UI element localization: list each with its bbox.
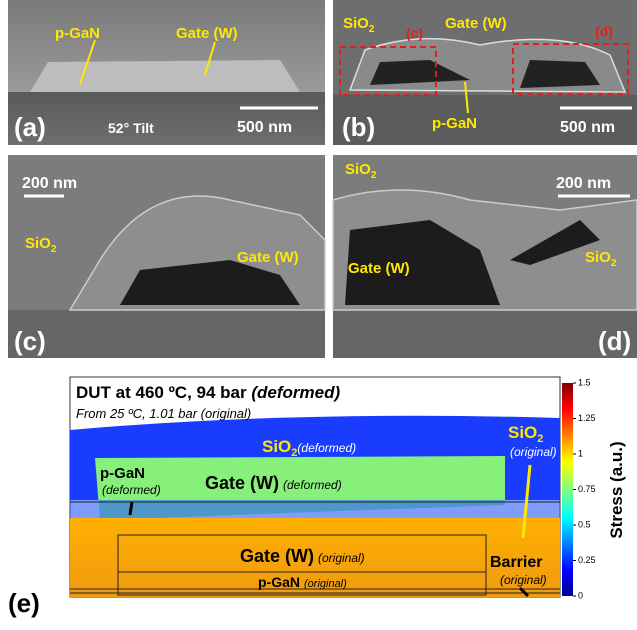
sem-bg [8,310,325,358]
pointer [130,502,132,515]
text: (deformed) [297,441,356,455]
annotation: (d) [595,23,613,39]
text: p-GaN [258,574,300,590]
tick-label: 0.25 [578,555,596,565]
tick-label: 0.75 [578,484,596,494]
panel-c: 200 nm SiO2 Gate (W) (c) [8,155,325,358]
subscript: 2 [611,258,617,269]
gate-shape [30,60,300,92]
scale-label: 500 nm [560,119,615,136]
annotation: Gate (W) [237,249,299,266]
colorbar-title: Stress (a.u.) [607,441,626,538]
panel-label: (b) [342,112,375,142]
subscript: 2 [369,24,375,35]
panel-a: p-GaN Gate (W) 52° Tilt (a) 500 nm [8,0,325,145]
scale-label: 500 nm [237,119,292,136]
subscript: 2 [537,433,543,445]
text: DUT at 460 ºC, 94 bar [76,383,247,402]
annotation: p-GaN [432,115,477,132]
colorbar [562,383,573,596]
panel-label: (d) [598,326,631,356]
subtitle: From 25 ºC, 1.01 bar (original) [76,406,251,421]
text: (deformed) [283,478,342,492]
tick-label: 1.25 [578,413,596,423]
text: (deformed) [251,383,340,402]
panel-label: (e) [8,588,40,618]
annotation: Gate (W) [348,260,410,277]
subscript: 2 [51,244,57,255]
panel-label: (c) [14,326,46,356]
tick-label: 1.5 [578,377,591,387]
text: SiO [585,249,611,266]
annotation: 52° Tilt [108,120,154,136]
annotation: (c) [406,25,423,41]
sem-bg [333,310,637,358]
layer [70,500,560,520]
tick-label: 0.5 [578,519,591,529]
label: (deformed) [102,483,161,497]
text: SiO [508,423,537,442]
tick-label: 0 [578,590,583,600]
text: (original) [304,578,347,590]
colorbar-ticks: 0 0.25 0.5 0.75 1 1.25 1.5 [573,377,596,600]
label: (original) [510,445,557,459]
panel-e: DUT at 460 ºC, 94 bar (deformed) From 25… [8,377,626,618]
panel-label: (a) [14,112,46,142]
annotation: Gate (W) [176,25,238,42]
label: p-GaN [100,465,145,482]
text: SiO [345,161,371,178]
panel-d: SiO2 200 nm Gate (W) SiO2 (d) [333,155,637,358]
label: (original) [500,573,547,587]
text: Gate (W) [240,546,314,566]
scale-label: 200 nm [556,175,611,192]
annotation: p-GaN [55,25,100,42]
tick-label: 1 [578,448,583,458]
subscript: 2 [371,170,377,181]
panel-b: SiO2 Gate (W) p-GaN (c) (d) (b) 500 nm [333,0,637,145]
annotation: Gate (W) [445,15,507,32]
title: DUT at 460 ºC, 94 bar (deformed) [76,383,340,402]
text: (original) [318,551,365,565]
label: Barrier [490,554,542,571]
text: SiO [262,437,291,456]
text: SiO [343,15,369,32]
scale-label: 200 nm [22,175,77,192]
text: Gate (W) [205,473,279,493]
text: SiO [25,235,51,252]
figure: p-GaN Gate (W) 52° Tilt (a) 500 nm SiO2 … [0,0,637,625]
